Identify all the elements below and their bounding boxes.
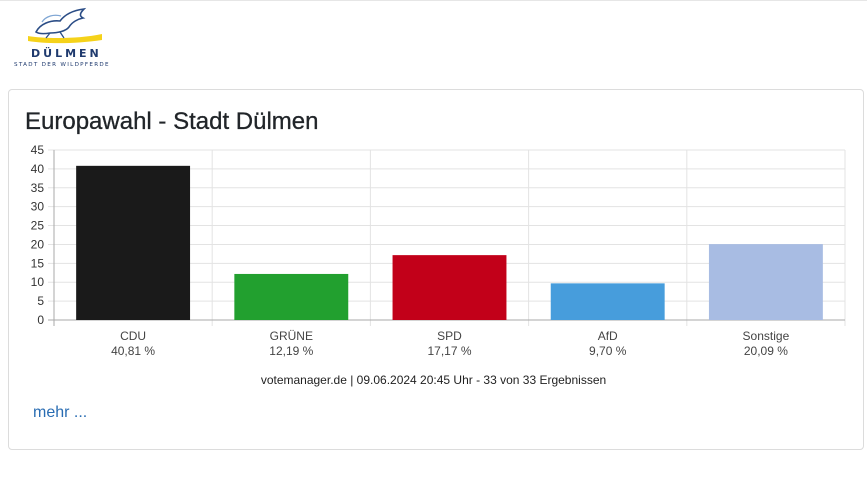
- city-logo[interactable]: DÜLMEN STADT DER WILDPFERDE: [6, 4, 121, 68]
- y-tick-label: 25: [31, 219, 45, 233]
- more-link[interactable]: mehr ...: [33, 404, 88, 421]
- y-tick-label: 45: [31, 143, 45, 157]
- city-name: DÜLMEN: [31, 47, 102, 60]
- y-tick-label: 15: [31, 256, 45, 270]
- value-label: 20,09 %: [744, 344, 788, 358]
- y-tick-label: 30: [31, 200, 45, 214]
- category-label: GRÜNE: [270, 329, 313, 343]
- city-tagline: STADT DER WILDPFERDE: [14, 62, 110, 68]
- value-label: 40,81 %: [111, 344, 155, 358]
- y-tick-label: 5: [37, 294, 44, 308]
- y-tick-label: 20: [31, 237, 45, 251]
- bar-sonstige: [708, 244, 823, 320]
- source-note: votemanager.de | 09.06.2024 20:45 Uhr - …: [260, 373, 607, 387]
- top-border: [0, 0, 867, 1]
- category-label: Sonstige: [743, 329, 790, 343]
- y-tick-label: 10: [31, 275, 45, 289]
- bar-afd: [550, 283, 665, 320]
- value-label: 17,17 %: [427, 344, 471, 358]
- page-title: Europawahl - Stadt Dülmen: [25, 108, 319, 135]
- value-label: 12,19 %: [269, 344, 313, 358]
- y-tick-label: 0: [37, 313, 44, 327]
- wild-horse-icon: [28, 7, 102, 44]
- value-label: 9,70 %: [589, 344, 627, 358]
- category-label: AfD: [598, 329, 618, 343]
- bar-cdu: [76, 165, 191, 320]
- category-label: SPD: [437, 329, 462, 343]
- y-tick-label: 35: [31, 181, 45, 195]
- bar-spd: [392, 255, 507, 320]
- category-label: CDU: [120, 329, 146, 343]
- bar-grüne: [234, 273, 349, 320]
- y-tick-label: 40: [31, 162, 45, 176]
